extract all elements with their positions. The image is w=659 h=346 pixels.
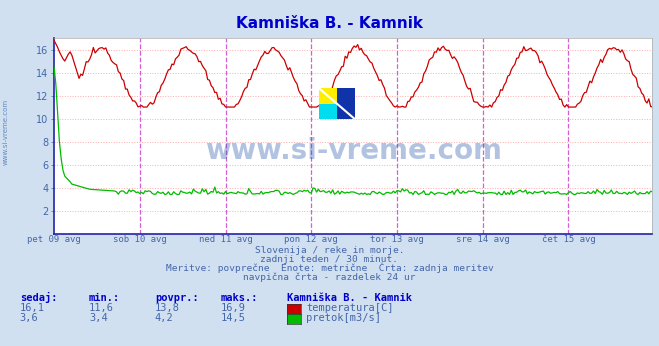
Text: 3,6: 3,6 (20, 313, 38, 323)
Text: pretok[m3/s]: pretok[m3/s] (306, 313, 382, 323)
Bar (319, 104, 337, 119)
Text: Slovenija / reke in morje.: Slovenija / reke in morje. (255, 246, 404, 255)
Text: čet 15 avg: čet 15 avg (542, 235, 595, 244)
Text: pon 12 avg: pon 12 avg (285, 235, 338, 244)
Text: sob 10 avg: sob 10 avg (113, 235, 167, 244)
Text: 16,9: 16,9 (221, 303, 246, 313)
Polygon shape (337, 88, 355, 119)
Text: zadnji teden / 30 minut.: zadnji teden / 30 minut. (260, 255, 399, 264)
Text: pet 09 avg: pet 09 avg (27, 235, 81, 244)
Text: 3,4: 3,4 (89, 313, 107, 323)
Text: min.:: min.: (89, 293, 120, 303)
Text: Kamniška B. - Kamnik: Kamniška B. - Kamnik (287, 293, 412, 303)
Text: ned 11 avg: ned 11 avg (198, 235, 252, 244)
Text: tor 13 avg: tor 13 avg (370, 235, 424, 244)
Text: temperatura[C]: temperatura[C] (306, 303, 394, 313)
Text: 11,6: 11,6 (89, 303, 114, 313)
Text: www.si-vreme.com: www.si-vreme.com (205, 137, 501, 165)
Text: www.si-vreme.com: www.si-vreme.com (2, 98, 9, 165)
Text: Meritve: povprečne  Enote: metrične  Črta: zadnja meritev: Meritve: povprečne Enote: metrične Črta:… (165, 263, 494, 273)
Text: povpr.:: povpr.: (155, 293, 198, 303)
Bar (319, 88, 337, 104)
Text: sedaj:: sedaj: (20, 292, 57, 303)
Text: 14,5: 14,5 (221, 313, 246, 323)
Text: 16,1: 16,1 (20, 303, 45, 313)
Text: 13,8: 13,8 (155, 303, 180, 313)
Text: sre 14 avg: sre 14 avg (456, 235, 509, 244)
Text: 4,2: 4,2 (155, 313, 173, 323)
Text: Kamniška B. - Kamnik: Kamniška B. - Kamnik (236, 16, 423, 30)
Text: navpična črta - razdelek 24 ur: navpična črta - razdelek 24 ur (243, 272, 416, 282)
Text: maks.:: maks.: (221, 293, 258, 303)
